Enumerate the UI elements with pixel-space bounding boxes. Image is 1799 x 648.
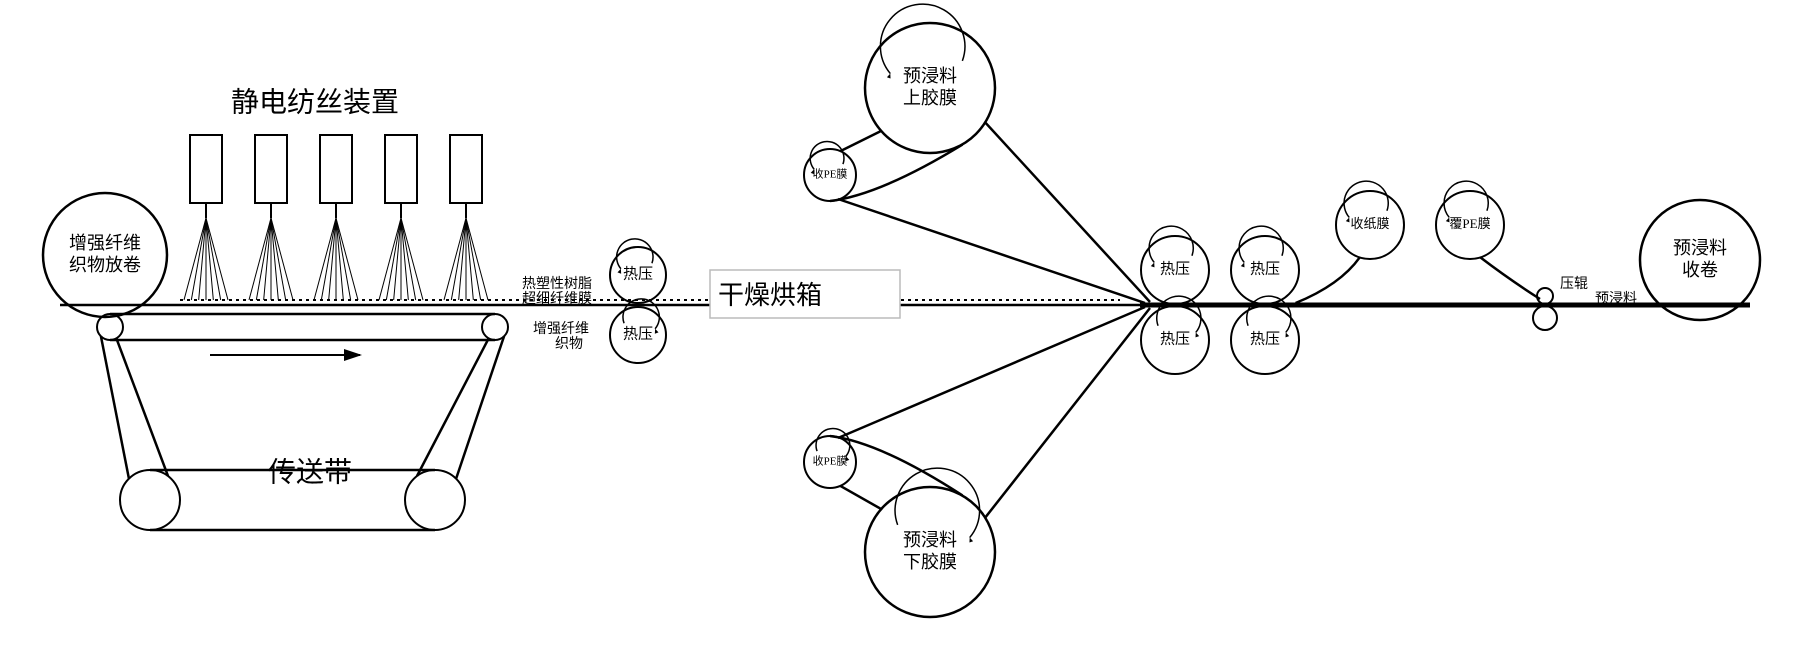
rotation-arrow xyxy=(810,141,844,169)
line xyxy=(466,218,481,300)
line xyxy=(191,218,206,300)
rotation-arrow xyxy=(617,239,653,269)
arrowhead-icon xyxy=(1286,332,1290,337)
rotation-arrow xyxy=(1344,181,1388,217)
hotpress-r1-top-label: 热压 xyxy=(1160,260,1190,277)
arrowhead-icon xyxy=(1241,262,1245,267)
rotation-arrow xyxy=(1157,296,1201,332)
reinforce-label1: 增强纤维 xyxy=(533,321,589,337)
spinning-title: 静电纺丝装置 xyxy=(231,86,399,118)
hotpress-r2-bot-label: 热压 xyxy=(1250,330,1280,347)
prepreg-final-label: 预浸料 xyxy=(1595,291,1637,307)
arrowhead-icon xyxy=(1446,217,1450,222)
label: 收PE膜 xyxy=(813,454,848,468)
label: 收卷 xyxy=(1682,260,1718,280)
spinner-box xyxy=(255,135,287,203)
arrowhead-icon xyxy=(655,329,659,334)
label: 上胶膜 xyxy=(903,88,957,108)
paper-path xyxy=(1296,257,1360,303)
reinforce-label2: 织物 xyxy=(555,336,583,352)
arrowhead-icon xyxy=(887,74,891,79)
hotpress-r1-bot-label: 热压 xyxy=(1160,330,1190,347)
rotation-arrow xyxy=(816,428,850,456)
oven-label: 干燥烘箱 xyxy=(718,281,822,310)
line xyxy=(840,131,881,151)
line xyxy=(206,218,221,300)
rotation-arrow xyxy=(1239,226,1283,262)
resin-label2: 超细纤维膜 xyxy=(522,291,592,307)
arrowhead-icon xyxy=(1196,332,1200,337)
arrowhead-icon xyxy=(1346,217,1350,222)
label: 下胶膜 xyxy=(903,552,957,572)
line xyxy=(256,218,271,300)
line xyxy=(336,218,351,300)
spinner-box xyxy=(385,135,417,203)
label: 覆PE膜 xyxy=(1449,216,1490,231)
resin-label1: 热塑性树脂 xyxy=(522,276,592,292)
rotation-arrow xyxy=(1444,181,1488,217)
press-roll-top xyxy=(1537,288,1553,304)
press-roll-bot xyxy=(1533,306,1557,330)
arrowhead-icon xyxy=(617,269,621,274)
spinner-box xyxy=(190,135,222,203)
label: 收纸膜 xyxy=(1350,216,1389,231)
unwind-label1: 增强纤维 xyxy=(69,233,141,253)
press-roll-label: 压辊 xyxy=(1560,276,1588,292)
rotation-arrow xyxy=(1247,296,1291,332)
rotation-arrow xyxy=(1149,226,1193,262)
line xyxy=(417,339,489,476)
line xyxy=(451,218,466,300)
pe-cover-path xyxy=(1480,257,1540,299)
rotation-arrow xyxy=(880,4,965,73)
line xyxy=(840,486,881,509)
arrowhead-icon xyxy=(969,538,973,543)
unwind-label2: 织物放卷 xyxy=(69,255,141,275)
line xyxy=(386,218,401,300)
spinner-box xyxy=(450,135,482,203)
hotpress-r2-top-label: 热压 xyxy=(1250,260,1280,277)
arrowhead-icon xyxy=(846,456,850,461)
label: 预浸料 xyxy=(903,66,957,86)
label: 预浸料 xyxy=(1673,238,1727,258)
line xyxy=(321,218,336,300)
line xyxy=(271,218,286,300)
conveyor-label: 传送带 xyxy=(268,456,352,488)
line xyxy=(401,218,416,300)
spinner-box xyxy=(320,135,352,203)
hotpress-left-top-label: 热压 xyxy=(623,265,653,282)
hotpress-left-bot-label: 热压 xyxy=(623,325,653,342)
label: 预浸料 xyxy=(903,530,957,550)
line xyxy=(985,122,1150,302)
label: 收PE膜 xyxy=(813,167,848,181)
arrowhead-icon xyxy=(1151,262,1155,267)
